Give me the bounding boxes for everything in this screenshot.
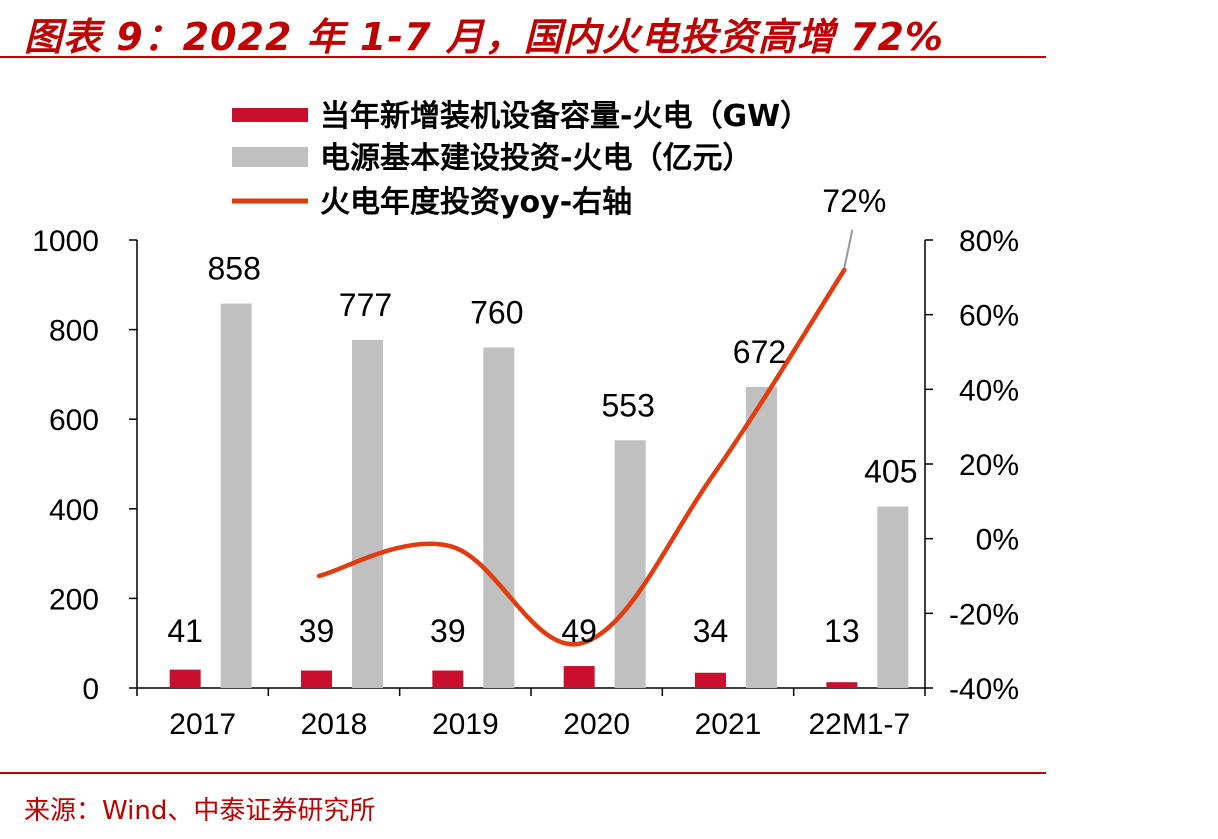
legend-label: 电源基本建设投资-火电（亿元）	[320, 141, 752, 176]
left-tick-label: 0	[82, 673, 99, 706]
right-tick-label: 20%	[959, 449, 1019, 482]
investment-bar	[877, 506, 909, 688]
capacity-bar	[432, 670, 464, 688]
capacity-bar	[169, 669, 201, 688]
annotation-leader	[843, 229, 854, 269]
left-tick-label: 400	[49, 494, 99, 527]
title-divider	[0, 56, 1046, 58]
investment-bar	[746, 386, 777, 688]
investment-data-label: 760	[470, 295, 523, 331]
legend-label: 当年新增装机设备容量-火电（GW）	[320, 99, 810, 134]
right-tick-label: 40%	[959, 374, 1019, 407]
legend-swatch-capacity	[232, 108, 308, 122]
capacity-data-label: 41	[167, 613, 203, 649]
left-tick-label: 800	[49, 315, 99, 348]
chart-data-labels: 41 858 39 777 39 760 49 553 34 672 13 405 72%	[167, 183, 917, 649]
investment-bar	[220, 303, 252, 688]
investment-bar	[614, 440, 646, 688]
right-tick-label: -40%	[949, 673, 1019, 706]
right-tick-label: 80%	[959, 225, 1019, 258]
capacity-bar	[301, 670, 332, 688]
left-tick-label: 600	[49, 404, 99, 437]
investment-bar	[352, 339, 383, 688]
chart-legend: 当年新增装机设备容量-火电（GW） 电源基本建设投资-火电（亿元） 火电年度投资yo…	[232, 99, 810, 220]
capacity-data-label: 39	[430, 613, 466, 649]
yoy-line	[316, 267, 847, 647]
legend-swatch-investment	[232, 147, 308, 167]
yoy-annotation-label: 72%	[822, 183, 886, 219]
legend-label: 火电年度投资yoy-右轴	[320, 185, 632, 220]
capacity-data-label: 49	[561, 613, 597, 649]
capacity-bar	[563, 666, 595, 688]
investment-data-label: 405	[864, 454, 917, 490]
x-tick-label: 2019	[432, 708, 499, 741]
left-tick-label: 200	[49, 583, 99, 616]
chart-bars	[169, 303, 909, 688]
x-tick-label: 2020	[563, 708, 630, 741]
capacity-bar	[695, 672, 726, 688]
x-tick-label: 22M1-7	[808, 708, 910, 741]
capacity-data-label: 13	[824, 613, 860, 649]
right-tick-label: -20%	[949, 598, 1019, 631]
capacity-data-label: 34	[693, 613, 729, 649]
right-tick-label: 60%	[959, 300, 1019, 333]
chart-axes: 0 200 400 600 800 1000 -40% -20% 0% 20% 40% 60% 80% 2…	[32, 225, 1019, 741]
left-tick-label: 1000	[32, 225, 99, 258]
investment-data-label: 858	[207, 251, 260, 287]
investment-bar	[483, 347, 515, 688]
investment-data-label: 553	[601, 387, 654, 423]
capacity-bar	[826, 682, 858, 688]
investment-data-label: 777	[339, 287, 392, 323]
chart-title: 图表 9：2022 年 1-7 月，国内火电投资高增 72%	[24, 15, 944, 59]
source-note: 来源：Wind、中泰证券研究所	[24, 796, 376, 826]
right-tick-label: 0%	[976, 524, 1019, 557]
investment-data-label: 672	[733, 334, 786, 370]
x-tick-label: 2018	[301, 708, 368, 741]
x-tick-label: 2017	[169, 708, 236, 741]
footer-divider	[0, 772, 1046, 774]
x-tick-label: 2021	[695, 708, 762, 741]
capacity-data-label: 39	[299, 613, 335, 649]
chart-line	[316, 229, 854, 647]
